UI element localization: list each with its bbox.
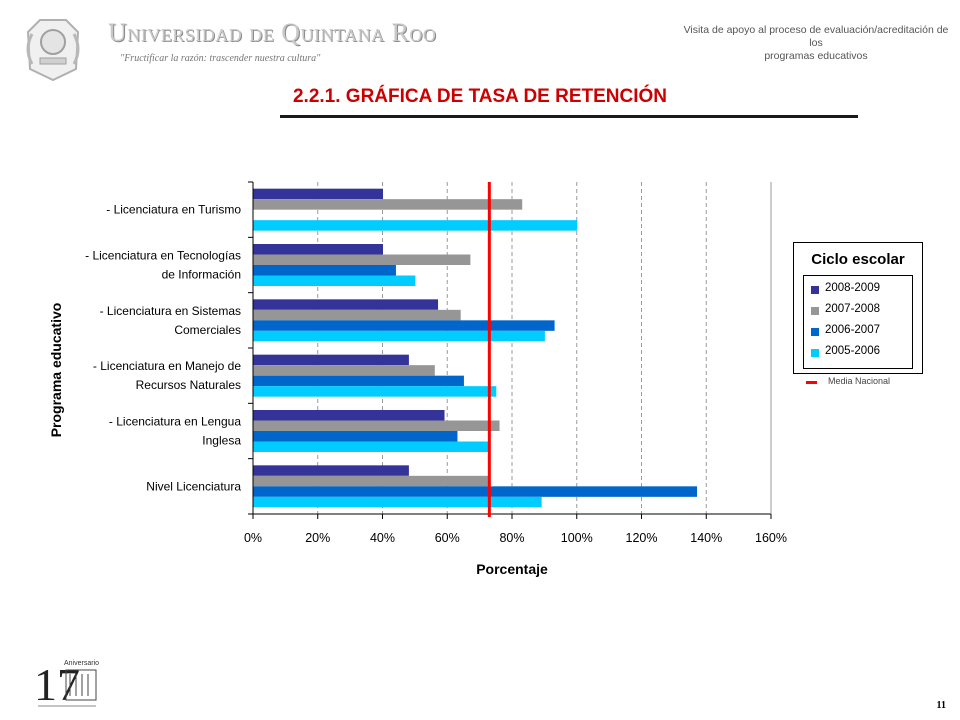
bar bbox=[253, 254, 471, 265]
anniversary-number: 17 bbox=[34, 659, 80, 710]
bar bbox=[253, 275, 416, 286]
bar bbox=[253, 420, 500, 431]
legend-swatch bbox=[811, 349, 819, 357]
x-tick-label: 0% bbox=[244, 531, 262, 545]
bar bbox=[253, 410, 445, 421]
anniversary-logo-icon: 17 Aniversario bbox=[34, 659, 99, 710]
legend-label: 2006-2007 bbox=[825, 324, 880, 336]
category-label: de Información bbox=[162, 268, 241, 282]
bar bbox=[253, 365, 435, 376]
bar bbox=[253, 386, 497, 397]
bar bbox=[253, 244, 383, 255]
bar bbox=[253, 199, 523, 210]
category-label: - Licenciatura en Turismo bbox=[106, 203, 241, 217]
x-axis-title: Porcentaje bbox=[476, 561, 548, 577]
x-tick-label: 100% bbox=[561, 531, 593, 545]
university-name: Universidad de Quintana Roo bbox=[108, 18, 437, 47]
bar bbox=[253, 330, 545, 342]
media-nacional-marker bbox=[806, 381, 817, 384]
category-label: - Licenciatura en Manejo de bbox=[93, 359, 241, 373]
category-label: Inglesa bbox=[202, 434, 241, 448]
bar bbox=[253, 475, 490, 487]
bar bbox=[253, 486, 698, 497]
x-tick-label: 20% bbox=[305, 531, 330, 545]
category-label: - Licenciatura en Tecnologías bbox=[85, 249, 241, 263]
bar bbox=[253, 188, 383, 200]
bar bbox=[253, 465, 409, 476]
legend-item-2007-2008: 2007-2008 bbox=[811, 303, 911, 319]
legend-swatch bbox=[811, 307, 819, 315]
university-seal-icon bbox=[26, 19, 80, 82]
bar bbox=[253, 354, 409, 366]
anniversary-word: Aniversario bbox=[64, 660, 99, 667]
x-tick-label: 120% bbox=[626, 531, 658, 545]
legend-swatch bbox=[811, 286, 819, 294]
legend-title: Ciclo escolar bbox=[811, 251, 905, 268]
media-nacional-label: Media Nacional bbox=[828, 376, 891, 386]
header-caption: Visita de apoyo al proceso de evaluación… bbox=[676, 24, 956, 63]
x-tick-label: 60% bbox=[435, 531, 460, 545]
legend-swatch bbox=[811, 328, 819, 336]
category-label: Recursos Naturales bbox=[136, 378, 241, 392]
y-axis-title: Programa educativo bbox=[48, 303, 64, 438]
bar bbox=[253, 441, 490, 452]
category-label: Nivel Licenciatura bbox=[146, 479, 241, 493]
university-motto: "Fructificar la razón: trascender nuestr… bbox=[120, 53, 321, 64]
header-caption-line-2: programas educativos bbox=[764, 50, 868, 62]
category-label: - Licenciatura en Sistemas bbox=[100, 304, 241, 318]
category-label: Comerciales bbox=[174, 323, 241, 337]
bar bbox=[253, 431, 458, 442]
legend-label: 2005-2006 bbox=[825, 345, 880, 357]
title-underline bbox=[280, 115, 858, 118]
legend-item-2006-2007: 2006-2007 bbox=[811, 324, 911, 340]
category-label: - Licenciatura en Lengua bbox=[109, 415, 241, 429]
bar bbox=[253, 496, 542, 508]
legend-item-2005-2006: 2005-2006 bbox=[811, 345, 911, 361]
bar bbox=[253, 320, 555, 331]
legend-list: 2008-2009 2007-2008 2006-2007 2005-2006 bbox=[803, 275, 913, 369]
x-tick-label: 160% bbox=[755, 531, 787, 545]
header-caption-line-1: Visita de apoyo al proceso de evaluación… bbox=[683, 24, 949, 49]
legend-label: 2008-2009 bbox=[825, 282, 880, 294]
bar bbox=[253, 265, 396, 276]
page-number: 11 bbox=[936, 700, 946, 711]
x-tick-label: 80% bbox=[499, 531, 524, 545]
legend-item-2008-2009: 2008-2009 bbox=[811, 282, 911, 298]
bar bbox=[253, 309, 461, 321]
legend-label: 2007-2008 bbox=[825, 303, 880, 315]
x-tick-label: 40% bbox=[370, 531, 395, 545]
bar bbox=[253, 220, 578, 231]
bar bbox=[253, 299, 439, 310]
bar bbox=[253, 375, 464, 387]
chart-legend: Ciclo escolar 2008-2009 2007-2008 2006-2… bbox=[793, 242, 923, 374]
page-title: 2.2.1. GRÁFICA DE TASA DE RETENCIÓN bbox=[292, 86, 668, 107]
x-tick-label: 140% bbox=[690, 531, 722, 545]
